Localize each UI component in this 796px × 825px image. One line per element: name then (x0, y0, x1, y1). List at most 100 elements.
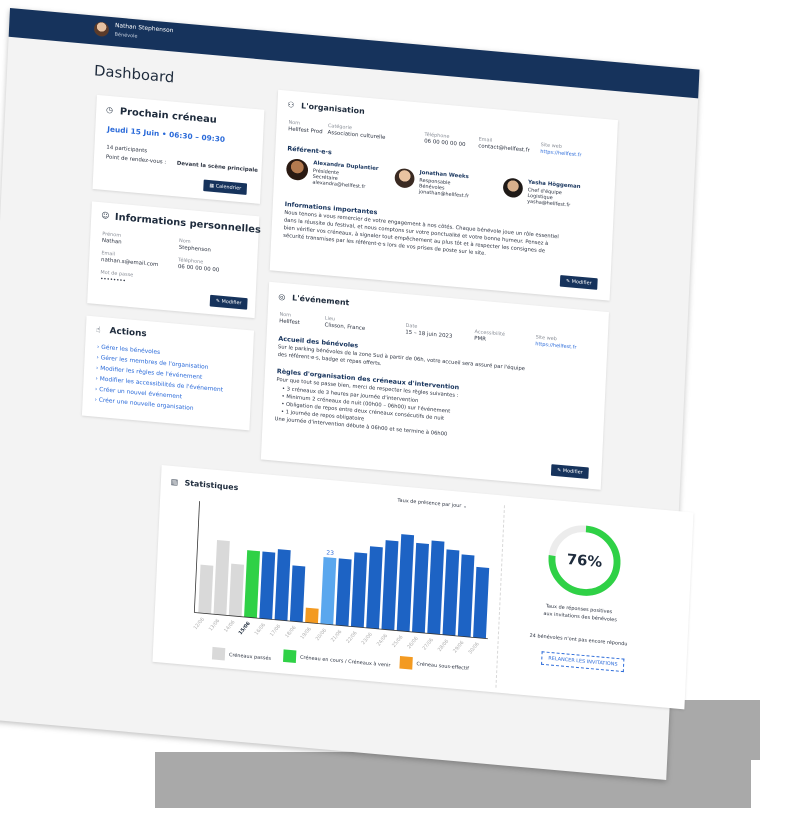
x-tick-label: 14/06 (223, 619, 236, 633)
bar-18/06[interactable] (289, 565, 306, 623)
event-icon: ◎ (278, 292, 286, 302)
x-tick-label: 16/06 (254, 622, 267, 636)
event-access-value: PMR (474, 335, 487, 343)
y-axis (193, 501, 200, 613)
participants-count: 14 participants (106, 144, 148, 155)
group-icon: ⚇ (287, 100, 295, 110)
user-role: Bénévole (114, 31, 138, 40)
org-category-value: Association culturelle (327, 129, 386, 141)
org-email-value: contact@hellfest.fr (478, 143, 530, 154)
x-tick-label: 13/06 (208, 618, 221, 632)
x-axis (194, 612, 488, 640)
event-website-link[interactable]: https://hellfest.fr (535, 341, 577, 351)
calendar-button[interactable]: ▦ Calendrier (203, 179, 248, 195)
bar-30/06[interactable] (473, 566, 490, 639)
meeting-point-label: Point de rendez-vous : (105, 154, 167, 166)
x-tick-label: 30/06 (467, 641, 480, 655)
page-title: Dashboard (93, 61, 175, 87)
org-phone-value: 06 00 00 00 00 (423, 138, 466, 148)
top-bar: Nathan Stephenson Bénévole (8, 8, 700, 99)
x-tick-label: 22/06 (345, 630, 358, 644)
user-avatar[interactable] (93, 21, 110, 38)
relance-button[interactable]: RELANCER LES INVITATIONS (541, 651, 625, 673)
action-link-label: Gérer les bénévoles (101, 343, 161, 356)
selected-bar-label: 23 (326, 550, 334, 557)
bar-13/06[interactable] (213, 539, 230, 616)
bar-12/06[interactable] (198, 564, 214, 615)
referent-card: Yasha Höggeman Chef d'équipe Logistique … (502, 177, 612, 215)
stats-filter-select[interactable]: Taux de présence par jour ⌄ (397, 498, 467, 510)
x-tick-label: 20/06 (315, 628, 328, 642)
event-location-value: Clisson, France (324, 322, 366, 332)
bar-group (198, 534, 490, 639)
organisation-card: ⚇ L'organisation Nom Hellfest Prod Catég… (269, 89, 618, 301)
stats-card: ▥ Statistiques Taux de présence par jour… (152, 465, 694, 710)
bar-29/06[interactable] (457, 554, 475, 638)
referent-avatar (502, 177, 524, 199)
next-slot-title: Prochain créneau (119, 106, 218, 126)
event-name-value: Hellfest (279, 318, 300, 326)
organisation-title: L'organisation (300, 101, 365, 116)
bar-16/06[interactable] (259, 551, 276, 620)
x-tick-label: 24/06 (376, 633, 389, 647)
stats-title: Statistiques (184, 478, 239, 493)
field-label: Date (405, 322, 418, 330)
stats-divider (495, 505, 505, 688)
field-label: Nom (279, 311, 292, 319)
bar-24/06[interactable] (381, 540, 399, 631)
stats-filter-label: Taux de présence par jour (397, 497, 462, 510)
referent-avatar (285, 158, 309, 182)
field-label: Nom (288, 119, 301, 127)
x-tick-label: 12/06 (193, 617, 206, 631)
percent-ring: 76% (548, 525, 621, 596)
bar-20/06[interactable] (320, 556, 337, 625)
bar-23/06[interactable] (366, 546, 383, 630)
referent-email: yasha@hellfest.fr (527, 198, 571, 209)
next-slot-datetime: Jeudi 15 Juin • 06:30 – 09:30 (106, 124, 226, 144)
bar-22/06[interactable] (350, 552, 368, 628)
edit-organisation-button[interactable]: ✎ Modifier (559, 275, 598, 290)
bar-28/06[interactable] (442, 549, 460, 636)
org-name-value: Hellfest Prod (288, 126, 323, 136)
pending-count: 24 bénévoles n'ont pas encore répondu (529, 632, 628, 648)
x-tick-label: 26/06 (406, 636, 419, 650)
actions-list: › Gérer les bénévoles › Gérer les membre… (94, 344, 225, 419)
bar-25/06[interactable] (396, 534, 415, 632)
event-card: ◎ L'événement Nom Hellfest Lieu Clisson,… (260, 281, 609, 490)
personal-info-title: Informations personnelles (114, 212, 262, 236)
phone-value: 06 00 00 00 00 (177, 264, 220, 274)
bar-15/06[interactable] (244, 550, 261, 619)
x-tick-label: 21/06 (330, 629, 343, 643)
actions-card: ☝ Actions › Gérer les bénévoles › Gérer … (81, 315, 255, 431)
last-name-value: Stephenson (178, 244, 212, 254)
legend-swatch (399, 655, 413, 670)
bar-19/06[interactable] (305, 607, 319, 624)
x-tick-label: 19/06 (299, 626, 312, 640)
bar-14/06[interactable] (228, 563, 245, 617)
email-value: nathan.s@email.com (100, 257, 159, 269)
x-tick-label: 18/06 (284, 625, 297, 639)
legend-label: Créneaux passés (228, 652, 272, 662)
org-website-link[interactable]: https://hellfest.fr (540, 148, 582, 159)
edit-personal-button[interactable]: ✎ Modifier (209, 294, 248, 310)
personal-info-card: ☺ Informations personnelles Prénom Natha… (87, 201, 262, 319)
bar-26/06[interactable] (412, 542, 429, 634)
edit-button-label: Modifier (562, 468, 583, 476)
legend-swatch (283, 649, 297, 664)
bar-21/06[interactable] (335, 558, 352, 627)
edit-button-label: Modifier (221, 298, 242, 307)
x-tick-label: 25/06 (391, 634, 404, 648)
meeting-point-value: Devant la scène principale (176, 160, 258, 174)
dashboard-page: Nathan Stephenson Bénévole Dashboard ◷ P… (0, 8, 700, 780)
chart-icon: ▥ (170, 477, 179, 487)
clock-icon: ◷ (105, 105, 114, 115)
edit-event-button[interactable]: ✎ Modifier (550, 464, 589, 480)
bar-17/06[interactable] (274, 549, 291, 621)
x-tick-label: 23/06 (360, 632, 373, 646)
actions-title: Actions (109, 326, 147, 340)
relance-button-label: RELANCER LES INVITATIONS (548, 655, 618, 668)
edit-button-label: Modifier (571, 278, 592, 287)
bar-27/06[interactable] (427, 540, 445, 635)
x-tick-label: 17/06 (269, 623, 282, 637)
